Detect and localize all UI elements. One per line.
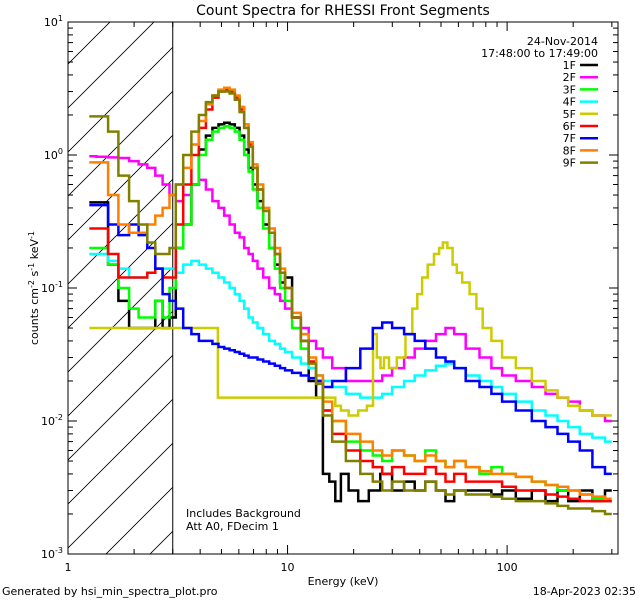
series-line-4F bbox=[89, 252, 612, 443]
y-tick-label: 10-2 bbox=[41, 413, 63, 428]
y-tick-label-exp: 1 bbox=[58, 14, 63, 23]
legend-time-range: 17:48:00 to 17:49:00 bbox=[481, 47, 598, 60]
series-line-9F bbox=[89, 90, 612, 516]
legend-label-4F: 4F bbox=[563, 96, 576, 109]
legend-date: 24-Nov-2014 bbox=[527, 35, 598, 48]
y-axis-label-sup2: -1 bbox=[27, 263, 36, 271]
y-tick-label-base: 10 bbox=[44, 149, 58, 162]
y-tick-label-base: 10 bbox=[41, 548, 55, 561]
y-axis-label-mid2: keV bbox=[28, 239, 41, 263]
legend-label-1F: 1F bbox=[563, 59, 576, 72]
legend-label-6F: 6F bbox=[563, 120, 576, 133]
y-tick-label-exp: -3 bbox=[55, 546, 63, 555]
y-tick-label-exp: 0 bbox=[58, 147, 63, 156]
chart-title: Count Spectra for RHESSI Front Segments bbox=[196, 3, 490, 19]
series-group bbox=[89, 86, 612, 516]
y-tick-label: 10-3 bbox=[41, 546, 63, 561]
legend-label-8F: 8F bbox=[563, 144, 576, 157]
y-axis-label-mid1: s bbox=[28, 270, 41, 279]
y-tick-label-base: 10 bbox=[44, 16, 58, 29]
y-tick-label: 10-1 bbox=[41, 280, 63, 295]
y-axis-label-sup1: -2 bbox=[27, 280, 36, 288]
series-line-7F bbox=[89, 203, 612, 476]
x-axis-label: Energy (keV) bbox=[308, 575, 379, 588]
x-tick-label: 1 bbox=[65, 561, 72, 574]
y-tick-label-base: 10 bbox=[41, 282, 55, 295]
y-tick-label-exp: -2 bbox=[55, 413, 63, 422]
legend-label-3F: 3F bbox=[563, 83, 576, 96]
y-tick-label: 100 bbox=[44, 147, 63, 162]
y-axis-label-base: counts cm bbox=[28, 288, 41, 345]
legend-label-7F: 7F bbox=[563, 132, 576, 145]
annotation-background: Includes Background bbox=[186, 507, 301, 520]
legend-label-2F: 2F bbox=[563, 71, 576, 84]
annotation-attenuator: Att A0, FDecim 1 bbox=[186, 520, 279, 533]
series-line-5F bbox=[89, 241, 612, 417]
y-tick-label-base: 10 bbox=[41, 415, 55, 428]
footer-generated-by: Generated by hsi_min_spectra_plot.pro bbox=[2, 585, 218, 598]
legend-label-5F: 5F bbox=[563, 108, 576, 121]
y-tick-label: 101 bbox=[44, 14, 63, 29]
y-axis-label: counts cm-2 s-1 keV-1 bbox=[27, 231, 41, 345]
y-tick-label-exp: -1 bbox=[55, 280, 63, 289]
x-tick-label: 10 bbox=[281, 561, 295, 574]
x-tick-label: 100 bbox=[497, 561, 518, 574]
legend-label-9F: 9F bbox=[563, 157, 576, 170]
y-axis-label-sup3: -1 bbox=[27, 231, 36, 239]
footer-timestamp: 18-Apr-2023 02:35 bbox=[533, 585, 636, 598]
